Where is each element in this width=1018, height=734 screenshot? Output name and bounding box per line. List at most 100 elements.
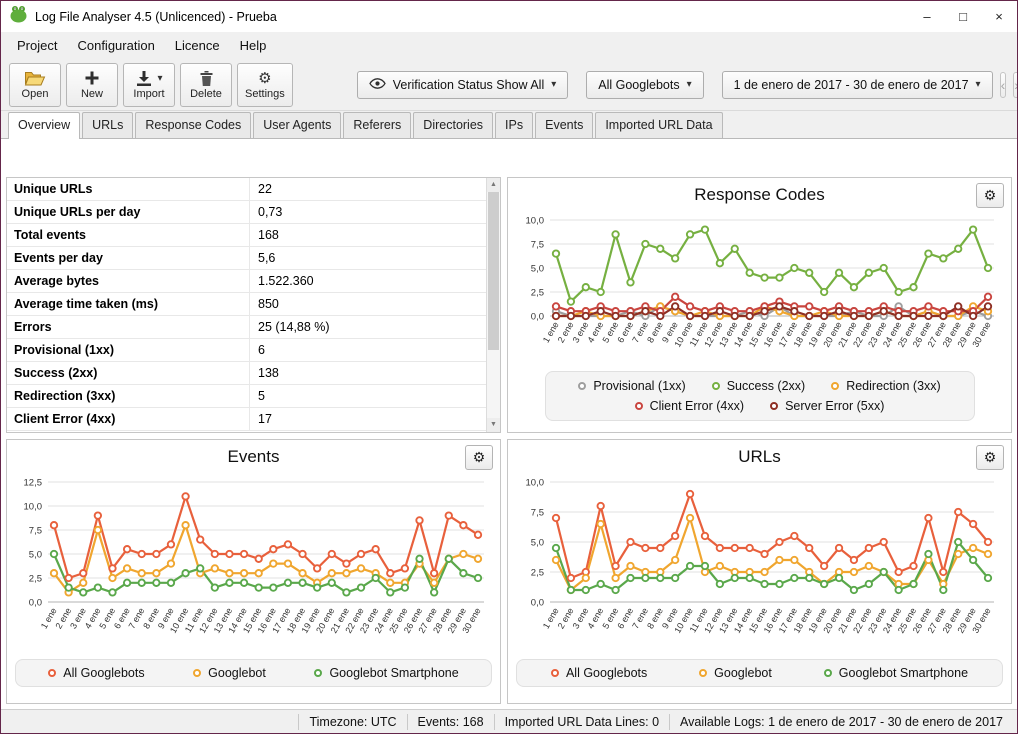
tab-events[interactable]: Events [535,112,593,138]
gear-icon: ⚙ [984,449,997,466]
chart-settings-button[interactable]: ⚙ [976,183,1004,208]
tab-urls[interactable]: URLs [82,112,133,138]
stat-label: Events per day [7,247,249,269]
response-codes-chart: 0,02,55,07,510,01 ene2 ene3 ene4 ene5 en… [514,212,1006,368]
tab-bar: OverviewURLsResponse CodesUser AgentsRef… [1,111,1017,139]
minimize-button[interactable]: – [909,1,945,32]
scroll-track[interactable] [487,192,500,418]
chart-legend-area: All Googlebots Googlebot Googlebot Smartph… [7,659,500,687]
svg-text:0,0: 0,0 [530,312,543,323]
settings-gear-icon: ⚙ [258,69,271,87]
maximize-button[interactable]: □ [945,1,981,32]
scroll-thumb[interactable] [488,192,499,350]
tab-response-codes[interactable]: Response Codes [135,112,251,138]
overview-stats-panel: Unique URLs22Unique URLs per day0,73Tota… [6,177,501,433]
legend-googlebot-smartphone: Googlebot Smartphone [314,666,458,680]
urls-legend: All GooglebotsGooglebotGooglebot Smartph… [516,659,1003,687]
chart-settings-button[interactable]: ⚙ [465,445,493,470]
app-window: Log File Analyser 4.5 (Unlicenced) - Pru… [0,0,1018,734]
svg-text:2,5: 2,5 [530,288,543,299]
stat-value: 138 [249,362,486,384]
svg-text:0,0: 0,0 [28,598,41,609]
legend-label: Client Error (4xx) [650,399,744,413]
stat-label: Success (2xx) [7,362,249,384]
toolbar-button-label: Settings [245,89,285,100]
svg-text:5,0: 5,0 [28,550,41,561]
content-grid: Unique URLs22Unique URLs per day0,73Tota… [6,177,1012,704]
scroll-down-arrow-icon[interactable]: ▼ [487,418,500,432]
stats-table: Unique URLs22Unique URLs per day0,73Tota… [7,178,486,432]
chart-settings-button[interactable]: ⚙ [976,445,1004,470]
date-range-dropdown[interactable]: 1 de enero de 2017 - 30 de enero de 2017… [722,71,993,99]
tab-ips[interactable]: IPs [495,112,533,138]
settings-button[interactable]: ⚙ Settings [237,63,293,107]
legend-label: Googlebot [714,666,772,680]
legend-success-2xx: Success (2xx) [712,379,806,393]
tab-imported-url-data[interactable]: Imported URL Data [595,112,722,138]
menu-help[interactable]: Help [230,34,277,57]
chart-body: 0,02,55,07,510,01 ene2 ene3 ene4 ene5 en… [508,474,1011,656]
urls-panel: URLs ⚙ 0,02,55,07,510,01 ene2 ene3 ene4 … [507,439,1012,704]
date-range-label: 1 de enero de 2017 - 30 de enero de 2017 [734,78,969,92]
scroll-up-arrow-icon[interactable]: ▲ [487,178,500,192]
stat-row: Events per day5,6 [7,247,486,270]
import-icon: ▾ [135,69,162,87]
stat-value: 1.522.360 [249,270,486,292]
stat-row: Unique URLs per day0,73 [7,201,486,224]
stat-row: Success (2xx)138 [7,362,486,385]
prev-date-button[interactable]: ‹ [1000,72,1007,98]
toolbar: Open New▾ImportDelete ⚙ Settings Verificati… [1,59,1017,111]
legend-ring-icon [551,669,559,677]
svg-text:10,0: 10,0 [525,216,544,227]
next-date-button[interactable]: › [1013,72,1018,98]
legend-ring-icon [831,382,839,390]
stat-label: Client Error (4xx) [7,408,249,430]
events-chart: 0,02,55,07,510,012,51 ene2 ene3 ene4 ene… [12,474,496,656]
googlebots-dropdown[interactable]: All Googlebots ▾ [586,71,703,99]
stat-value: 5 [249,385,486,407]
menu-configuration[interactable]: Configuration [67,34,164,57]
toolbar-button-label: Open [22,89,49,100]
legend-label: All Googlebots [566,666,647,680]
events-legend: All Googlebots Googlebot Googlebot Smartph… [15,659,492,687]
svg-text:2,5: 2,5 [530,568,543,579]
legend-client-error-4xx: Client Error (4xx) [635,399,744,413]
tab-overview[interactable]: Overview [8,112,80,139]
chart-legend-area: All GooglebotsGooglebotGooglebot Smartph… [508,659,1011,687]
stat-label: Errors [7,316,249,338]
svg-text:10,0: 10,0 [23,502,42,513]
menu-licence[interactable]: Licence [165,34,230,57]
tab-directories[interactable]: Directories [413,112,493,138]
caret-down-icon: ▾ [687,79,692,90]
chart-title: Response Codes [694,185,824,205]
status-item: Events: 168 [407,714,494,730]
googlebots-label: All Googlebots [598,78,679,92]
delete-button[interactable]: Delete [180,63,232,107]
open-button[interactable]: Open [9,63,61,107]
stat-value: 850 [249,293,486,315]
new-button[interactable]: New [66,63,118,107]
svg-text:5,0: 5,0 [530,264,543,275]
import-button[interactable]: ▾Import [123,63,175,107]
response-codes-legend: Provisional (1xx)Success (2xx)Redirectio… [545,371,975,421]
legend-googlebot: Googlebot [193,666,266,680]
tab-referers[interactable]: Referers [343,112,411,138]
menu-project[interactable]: Project [7,34,67,57]
stats-scrollbar[interactable]: ▲ ▼ [486,178,500,432]
chart-title: URLs [738,447,781,467]
legend-ring-icon [635,402,643,410]
status-item: Timezone: UTC [298,714,406,730]
legend-ring-icon [824,669,832,677]
verification-status-dropdown[interactable]: Verification Status Show All ▾ [357,71,569,99]
tab-user-agents[interactable]: User Agents [253,112,341,138]
stat-value: 17 [249,408,486,430]
stat-label: Provisional (1xx) [7,339,249,361]
legend-ring-icon [770,402,778,410]
svg-text:0,0: 0,0 [530,598,543,609]
svg-text:2,5: 2,5 [28,574,41,585]
legend-provisional-1xx: Provisional (1xx) [578,379,685,393]
close-button[interactable]: × [981,1,1017,32]
stat-row: Average bytes1.522.360 [7,270,486,293]
chart-header: URLs ⚙ [508,440,1011,474]
legend-all-googlebots: All Googlebots [48,666,144,680]
